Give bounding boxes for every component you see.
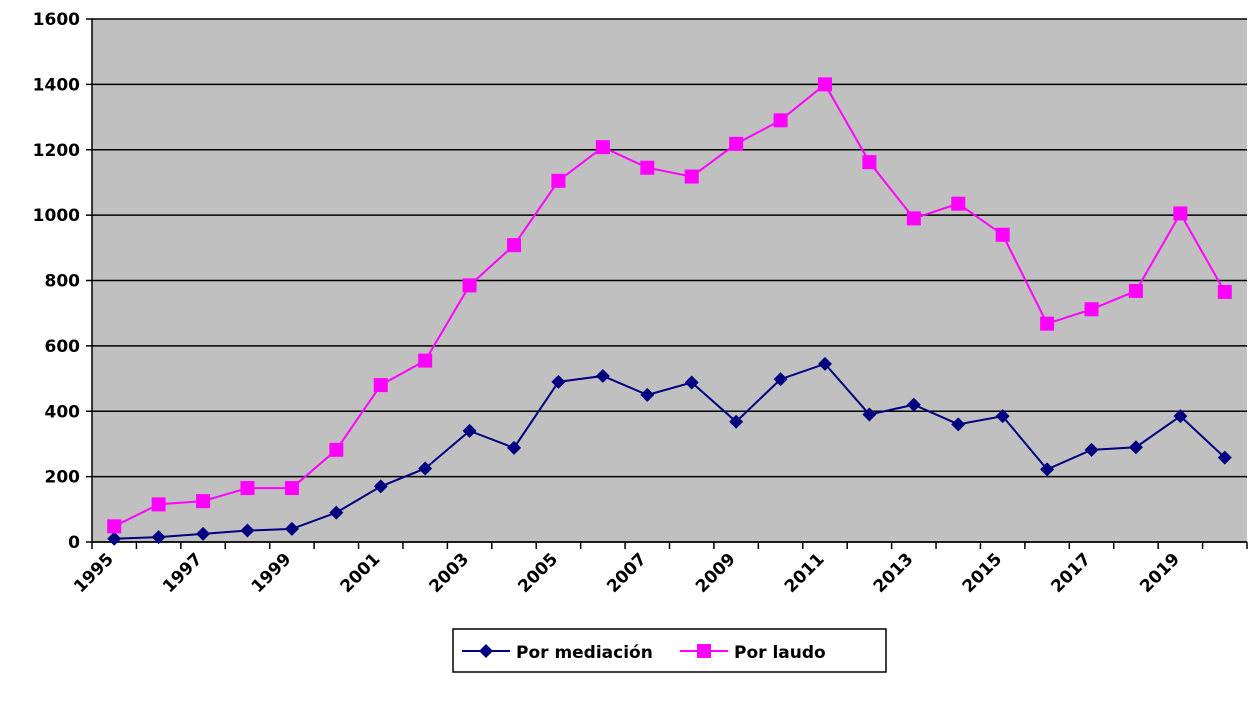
marker: [640, 160, 655, 175]
marker: [373, 378, 388, 393]
x-tick-label: 2019: [1136, 549, 1184, 597]
marker: [906, 397, 921, 412]
legend-marker: [697, 644, 711, 658]
marker: [551, 374, 566, 389]
marker: [107, 531, 122, 546]
marker: [995, 409, 1010, 424]
marker: [329, 505, 344, 520]
y-tick-label: 0: [68, 533, 80, 553]
marker: [418, 461, 433, 476]
x-tick-label: 2017: [1047, 549, 1095, 597]
marker: [240, 523, 255, 538]
legend: [452, 628, 887, 673]
x-tick-label: 2015: [959, 549, 1007, 597]
marker: [373, 479, 388, 494]
marker: [1128, 440, 1143, 455]
x-tick-label: 2009: [692, 549, 740, 597]
y-tick-label: 200: [45, 468, 81, 488]
marker: [462, 278, 477, 293]
marker: [817, 356, 832, 371]
marker: [906, 211, 921, 226]
marker: [1084, 442, 1099, 457]
marker: [951, 196, 966, 211]
x-tick-label: 1995: [70, 549, 118, 597]
x-tick-label: 2007: [603, 549, 651, 597]
marker: [951, 417, 966, 432]
marker: [107, 519, 122, 534]
marker: [640, 387, 655, 402]
legend-marker: [479, 644, 493, 658]
marker: [862, 155, 877, 170]
marker: [1217, 450, 1232, 465]
x-tick-label: 2011: [781, 549, 829, 597]
marker: [773, 372, 788, 387]
marker: [151, 530, 166, 545]
marker: [729, 136, 744, 151]
marker: [284, 481, 299, 496]
marker: [462, 423, 477, 438]
marker: [1128, 283, 1143, 298]
marker: [817, 77, 832, 92]
marker: [684, 169, 699, 184]
y-tick-label: 600: [45, 337, 81, 357]
series-line: [114, 362, 1226, 540]
y-tick-label: 800: [45, 272, 81, 292]
marker: [1040, 316, 1055, 331]
y-tick-label: 1000: [33, 206, 80, 226]
marker: [729, 414, 744, 429]
marker: [151, 497, 166, 512]
marker: [862, 407, 877, 422]
marker: [329, 442, 344, 457]
marker: [1217, 284, 1232, 299]
marker: [595, 140, 610, 155]
marker: [196, 526, 211, 541]
legend-label: Por mediación: [516, 643, 653, 663]
x-tick-label: 2001: [337, 549, 385, 597]
y-tick-label: 400: [45, 402, 81, 422]
x-tick-label: 2005: [514, 549, 562, 597]
x-tick-label: 2013: [870, 549, 918, 597]
marker: [1173, 409, 1188, 424]
marker: [1173, 206, 1188, 221]
marker: [507, 440, 522, 455]
marker: [507, 238, 522, 253]
marker: [196, 494, 211, 509]
series-line: [113, 82, 1226, 528]
marker: [684, 375, 699, 390]
x-tick-label: 1999: [248, 549, 296, 597]
y-tick-label: 1200: [33, 141, 80, 161]
marker: [773, 113, 788, 128]
marker: [240, 481, 255, 496]
marker: [418, 353, 433, 368]
marker: [1084, 302, 1099, 317]
legend-label: Por laudo: [734, 643, 826, 663]
marker: [1040, 462, 1055, 477]
marker: [551, 173, 566, 188]
y-tick-label: 1600: [33, 10, 80, 30]
x-tick-label: 2003: [426, 549, 474, 597]
marker: [595, 368, 610, 383]
marker: [284, 521, 299, 536]
x-tick-label: 1997: [159, 549, 207, 597]
y-tick-label: 1400: [33, 75, 80, 95]
marker: [995, 227, 1010, 242]
